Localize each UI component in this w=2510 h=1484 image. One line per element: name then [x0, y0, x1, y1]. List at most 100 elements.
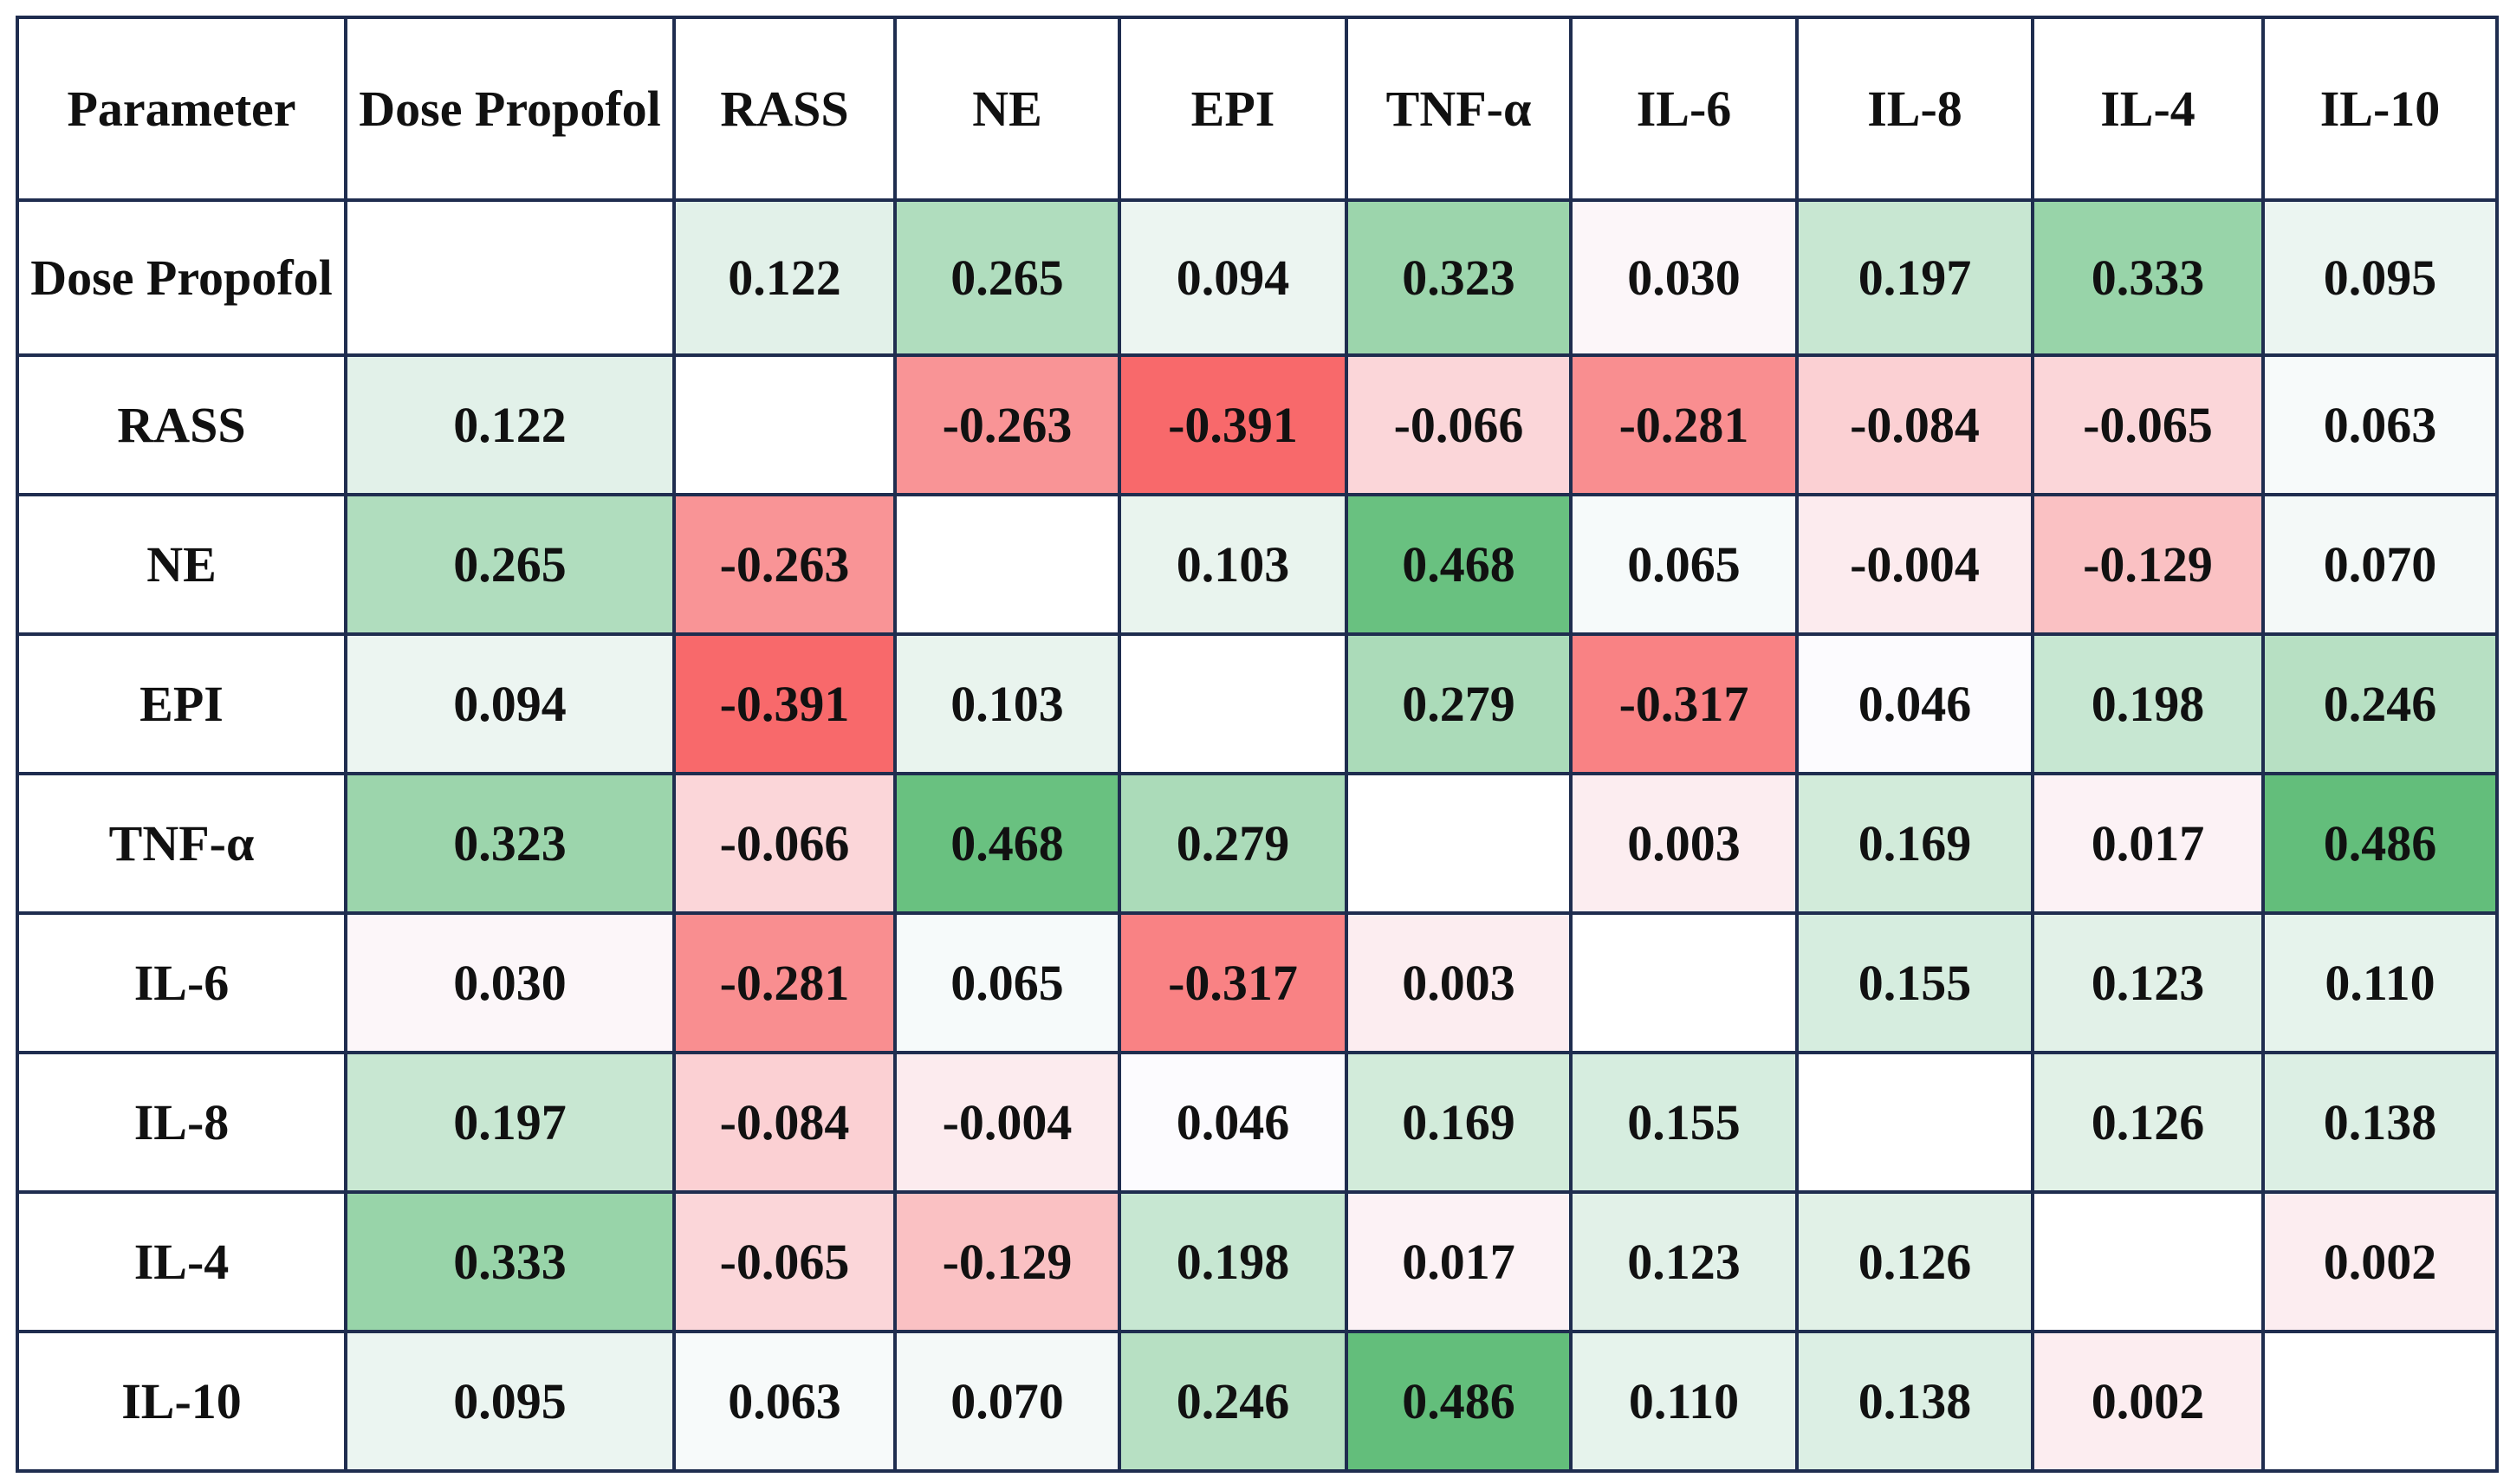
correlation-cell: 0.246 [2261, 632, 2499, 775]
empty-cell [1345, 772, 1573, 915]
correlation-cell: -0.281 [672, 911, 897, 1054]
correlation-cell: 0.122 [344, 353, 676, 496]
table-row: Dose Propofol 0.122 0.265 0.094 0.323 0.030 0.… [16, 198, 2499, 357]
correlation-cell: 0.468 [1345, 493, 1573, 636]
correlation-cell: -0.066 [672, 772, 897, 915]
correlation-cell: 0.468 [893, 772, 1121, 915]
column-header: IL-10 [2261, 16, 2499, 202]
correlation-cell: 0.265 [344, 493, 676, 636]
correlation-cell: -0.084 [1795, 353, 2034, 496]
correlation-cell: -0.263 [672, 493, 897, 636]
correlation-cell: 0.094 [1118, 198, 1348, 357]
correlation-cell: 0.155 [1569, 1051, 1799, 1194]
correlation-cell: -0.317 [1569, 632, 1799, 775]
correlation-cell: 0.065 [1569, 493, 1799, 636]
correlation-cell: -0.065 [672, 1190, 897, 1333]
correlation-cell: -0.391 [672, 632, 897, 775]
correlation-cell: 0.279 [1118, 772, 1348, 915]
column-header: Dose Propofol [344, 16, 676, 202]
correlation-cell: -0.317 [1118, 911, 1348, 1054]
correlation-cell: 0.030 [1569, 198, 1799, 357]
correlation-cell: 0.126 [2031, 1051, 2265, 1194]
row-header: EPI [16, 632, 347, 775]
correlation-cell: 0.070 [2261, 493, 2499, 636]
correlation-cell: 0.003 [1345, 911, 1573, 1054]
correlation-cell: 0.333 [344, 1190, 676, 1333]
column-header: NE [893, 16, 1121, 202]
empty-cell [2031, 1190, 2265, 1333]
table-row: IL-8 0.197 -0.084 -0.004 0.046 0.169 0.155 0.12… [16, 1051, 2499, 1194]
column-header: IL-4 [2031, 16, 2265, 202]
correlation-cell: -0.065 [2031, 353, 2265, 496]
correlation-cell: 0.198 [2031, 632, 2265, 775]
correlation-cell: 0.110 [2261, 911, 2499, 1054]
column-header: Parameter [16, 16, 347, 202]
correlation-cell: 0.486 [2261, 772, 2499, 915]
correlation-cell: 0.279 [1345, 632, 1573, 775]
correlation-cell: -0.004 [893, 1051, 1121, 1194]
correlation-cell: 0.197 [1795, 198, 2034, 357]
table-body: Parameter Dose Propofol RASS NE EPI TNF-α IL-6… [16, 16, 2499, 1473]
table-row: NE 0.265 -0.263 0.103 0.468 0.065 -0.004 -0.129… [16, 493, 2499, 636]
correlation-cell: 0.103 [1118, 493, 1348, 636]
correlation-cell: 0.169 [1795, 772, 2034, 915]
correlation-cell: 0.030 [344, 911, 676, 1054]
empty-cell [672, 353, 897, 496]
correlation-cell: 0.046 [1118, 1051, 1348, 1194]
correlation-cell: 0.333 [2031, 198, 2265, 357]
correlation-cell: 0.063 [672, 1330, 897, 1473]
correlation-cell: 0.138 [1795, 1330, 2034, 1473]
correlation-cell: 0.095 [344, 1330, 676, 1473]
correlation-cell: 0.123 [1569, 1190, 1799, 1333]
correlation-cell: 0.063 [2261, 353, 2499, 496]
correlation-cell: 0.138 [2261, 1051, 2499, 1194]
table-row: EPI 0.094 -0.391 0.103 0.279 -0.317 0.046 0.198… [16, 632, 2499, 775]
correlation-cell: 0.094 [344, 632, 676, 775]
correlation-table: Parameter Dose Propofol RASS NE EPI TNF-α IL-6… [16, 16, 2499, 1473]
empty-cell [1569, 911, 1799, 1054]
correlation-cell: 0.002 [2031, 1330, 2265, 1473]
correlation-cell: 0.070 [893, 1330, 1121, 1473]
empty-cell [2261, 1330, 2499, 1473]
correlation-cell: 0.065 [893, 911, 1121, 1054]
correlation-cell: 0.265 [893, 198, 1121, 357]
correlation-cell: -0.066 [1345, 353, 1573, 496]
correlation-cell: 0.323 [344, 772, 676, 915]
column-header: RASS [672, 16, 897, 202]
correlation-cell: 0.017 [2031, 772, 2265, 915]
correlation-cell: 0.103 [893, 632, 1121, 775]
empty-cell [893, 493, 1121, 636]
table-row: IL-6 0.030 -0.281 0.065 -0.317 0.003 0.155 0.12… [16, 911, 2499, 1054]
empty-cell [344, 198, 676, 357]
correlation-cell: 0.197 [344, 1051, 676, 1194]
correlation-cell: -0.129 [893, 1190, 1121, 1333]
table-row: TNF-α 0.323 -0.066 0.468 0.279 0.003 0.169 0.01… [16, 772, 2499, 915]
correlation-cell: 0.169 [1345, 1051, 1573, 1194]
table-row: IL-10 0.095 0.063 0.070 0.246 0.486 0.110 0.138… [16, 1330, 2499, 1473]
correlation-cell: 0.198 [1118, 1190, 1348, 1333]
correlation-cell: 0.002 [2261, 1190, 2499, 1333]
column-header: IL-6 [1569, 16, 1799, 202]
row-header: TNF-α [16, 772, 347, 915]
correlation-cell: -0.281 [1569, 353, 1799, 496]
correlation-cell: 0.323 [1345, 198, 1573, 357]
row-header: IL-6 [16, 911, 347, 1054]
row-header: IL-10 [16, 1330, 347, 1473]
correlation-cell: 0.095 [2261, 198, 2499, 357]
correlation-cell: 0.126 [1795, 1190, 2034, 1333]
correlation-cell: 0.046 [1795, 632, 2034, 775]
row-header: IL-4 [16, 1190, 347, 1333]
correlation-cell: 0.155 [1795, 911, 2034, 1054]
correlation-cell: 0.486 [1345, 1330, 1573, 1473]
row-header: NE [16, 493, 347, 636]
correlation-cell: 0.003 [1569, 772, 1799, 915]
table-row: RASS 0.122 -0.263 -0.391 -0.066 -0.281 -0.084-… [16, 353, 2499, 496]
correlation-cell: 0.123 [2031, 911, 2265, 1054]
correlation-cell: -0.391 [1118, 353, 1348, 496]
correlation-cell: -0.084 [672, 1051, 897, 1194]
correlation-cell: 0.122 [672, 198, 897, 357]
empty-cell [1795, 1051, 2034, 1194]
table-row: IL-4 0.333 -0.065 -0.129 0.198 0.017 0.123 0.12… [16, 1190, 2499, 1333]
